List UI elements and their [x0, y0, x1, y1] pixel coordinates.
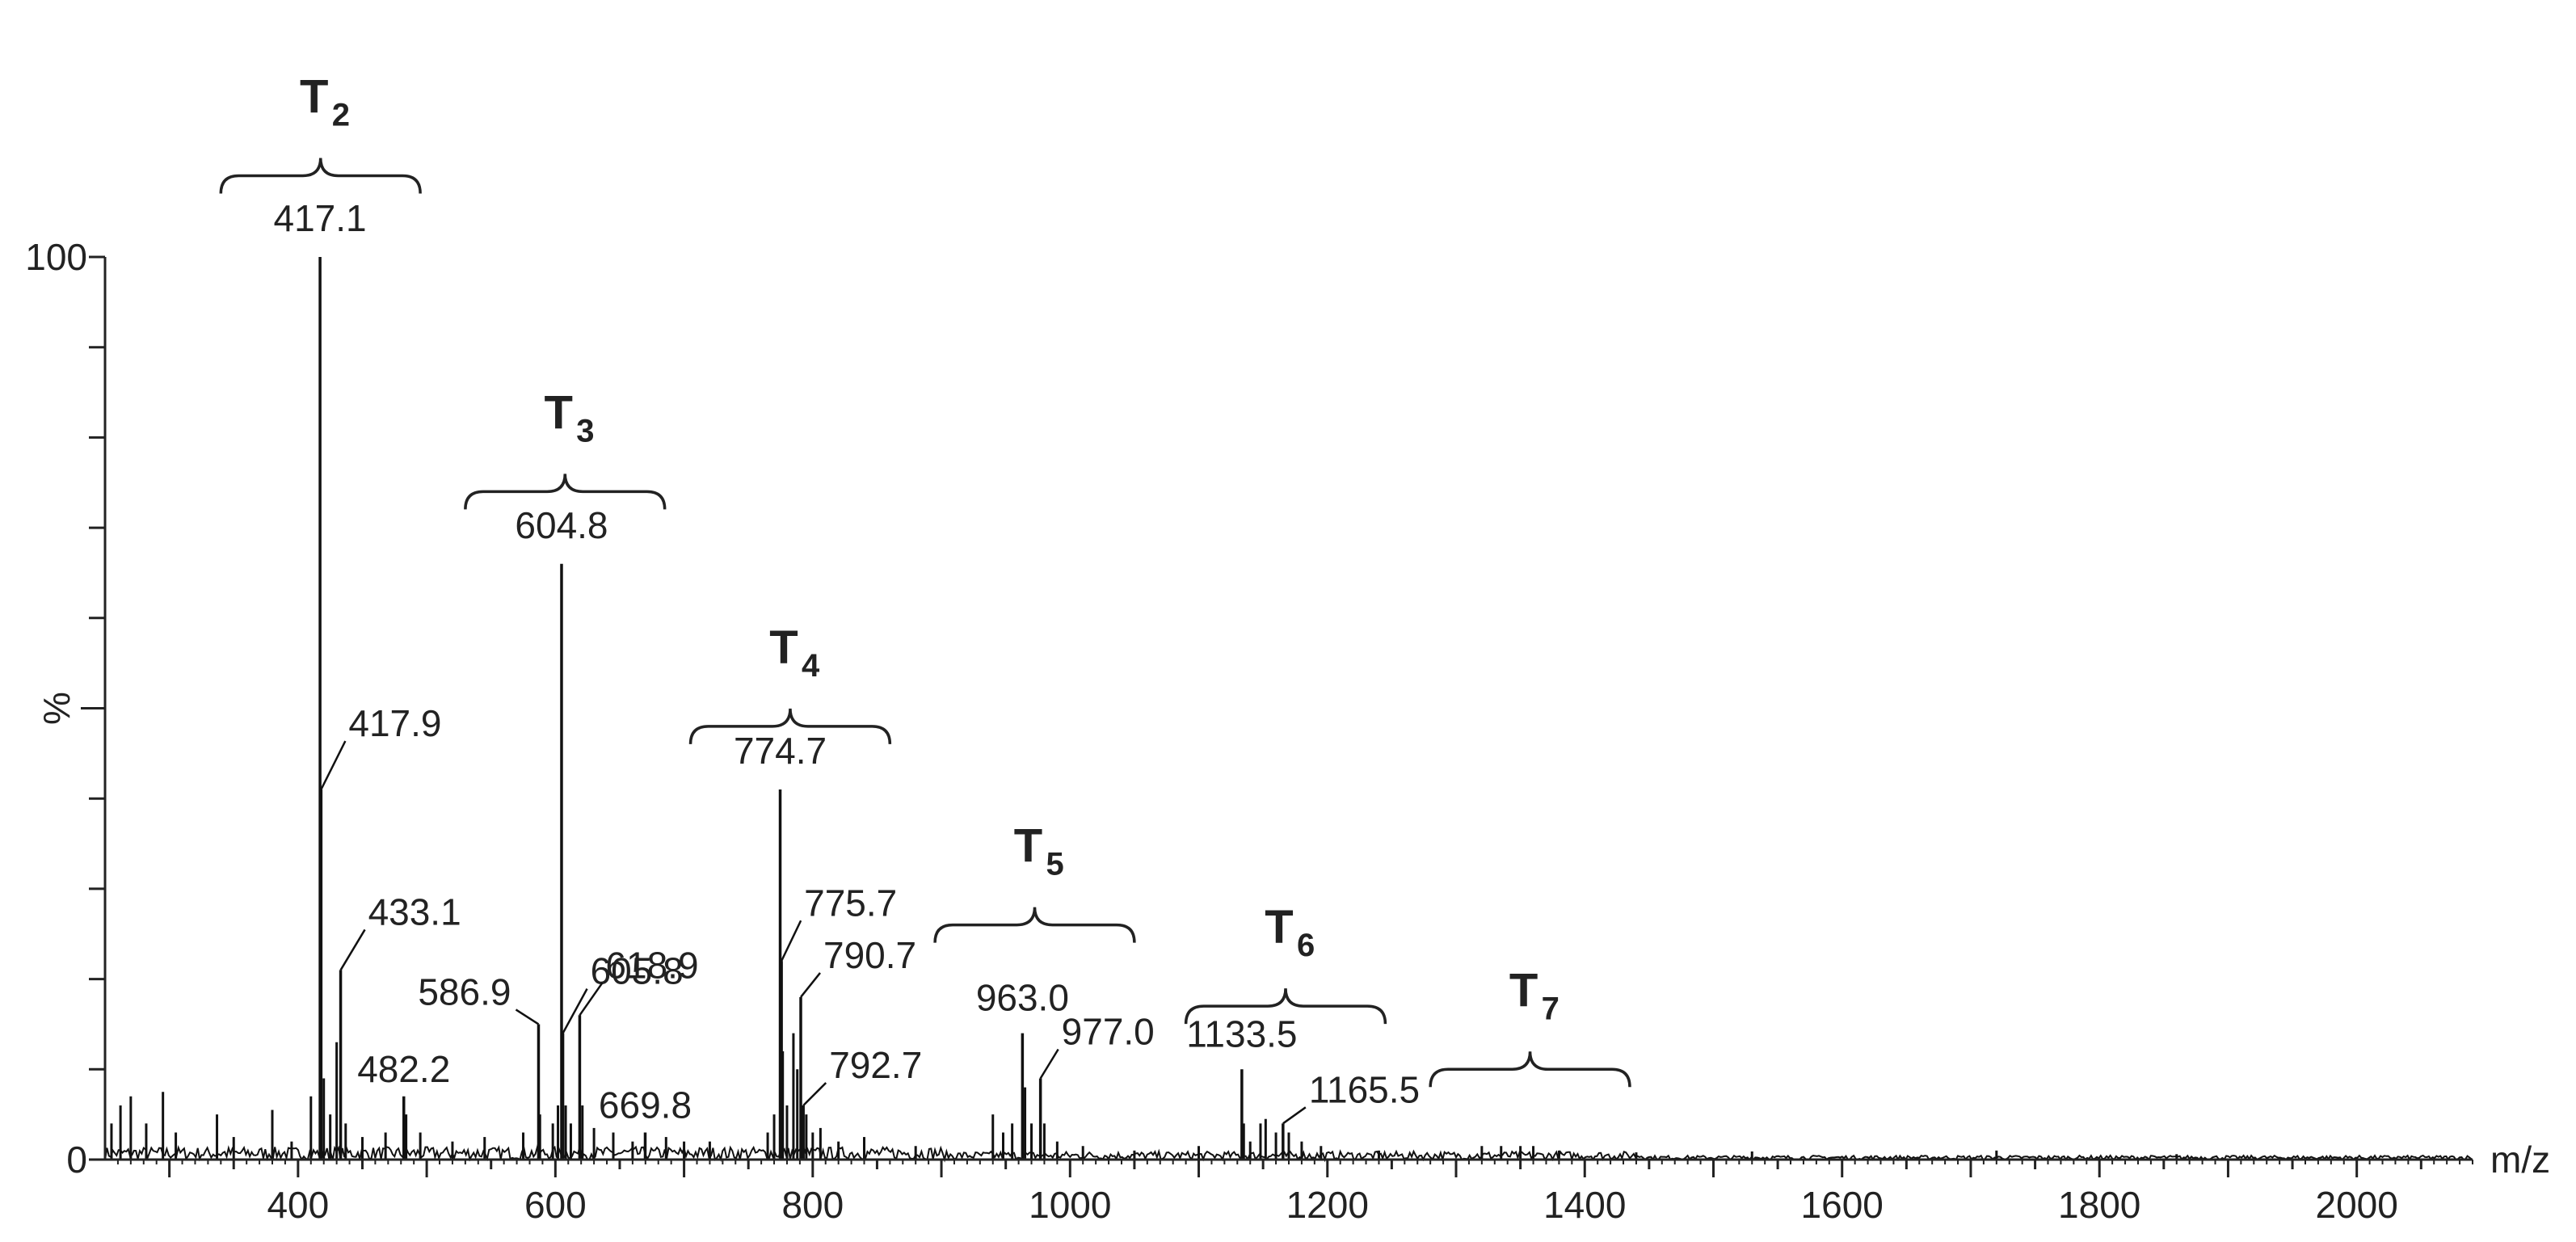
- group-bracket-T5: [933, 907, 1136, 943]
- peak-leader-line: [339, 928, 366, 971]
- x-tick-label: 1200: [1286, 1184, 1369, 1226]
- peak-labels: 417.1 417.9 433.1 482.2 586.9 604.8 605.8618.9…: [274, 197, 1421, 1126]
- group-bracket-T2: [219, 158, 422, 194]
- group-bracket-T3: [464, 474, 667, 510]
- axes: 400 600 800 1000 1200 1400 1600 1800 2000 0 100 m…: [25, 236, 2550, 1226]
- peak-leader-line: [802, 1082, 827, 1106]
- group-label-T3: T: [545, 386, 573, 439]
- peak-leader-line: [780, 920, 802, 962]
- group-label-sub-4: 4: [802, 648, 820, 684]
- baseline-noise: [104, 1143, 2473, 1163]
- peak-leader-line: [1039, 1048, 1059, 1080]
- peak-label-775.7: 775.7: [804, 882, 897, 924]
- peak-label-792.7: 792.7: [829, 1044, 922, 1086]
- peak-label-774.7: 774.7: [734, 730, 827, 772]
- group-label-sub-7: 7: [1542, 991, 1559, 1026]
- peak-label-417.1: 417.1: [274, 197, 367, 239]
- group-bracket-T4: [688, 708, 892, 744]
- group-label-T4: T: [769, 621, 798, 674]
- peak-label-963.0: 963.0: [976, 977, 1069, 1019]
- group-label-sub-5: 5: [1046, 847, 1064, 882]
- peak-leader-line: [515, 1008, 540, 1025]
- x-axis-ticks: 400 600 800 1000 1200 1400 1600 1800 2000: [116, 1160, 2473, 1226]
- x-tick-label: 800: [781, 1184, 844, 1226]
- x-tick-label: 400: [267, 1184, 329, 1226]
- y-axis-label: %: [36, 692, 78, 725]
- group-label-sub-3: 3: [576, 413, 594, 448]
- peak-label-482.2: 482.2: [357, 1048, 450, 1090]
- group-label-sub-6: 6: [1297, 928, 1315, 963]
- x-tick-label: 1600: [1801, 1184, 1884, 1226]
- x-tick-label: 1800: [2058, 1184, 2140, 1226]
- x-axis-label: m/z: [2490, 1139, 2550, 1181]
- peak-leader-line: [579, 982, 604, 1016]
- y-tick-label: 100: [25, 236, 87, 278]
- spectrum-trace: [104, 257, 2473, 1163]
- group-label-sub-2: 2: [332, 97, 350, 133]
- peak-label-1133.5: 1133.5: [1186, 1013, 1297, 1055]
- peak-label-977.0: 977.0: [1062, 1010, 1155, 1052]
- peak-leader-line: [1282, 1106, 1307, 1125]
- x-tick-label: 2000: [2316, 1184, 2398, 1226]
- peak-label-417.9: 417.9: [348, 702, 441, 744]
- peak-label-790.7: 790.7: [823, 934, 916, 976]
- group-bracket-T6: [1184, 988, 1387, 1025]
- peak-label-604.8: 604.8: [515, 504, 608, 546]
- peak-label-1165.5: 1165.5: [1309, 1068, 1420, 1110]
- peak-label-586.9: 586.9: [418, 970, 511, 1013]
- ion-group-brackets: T 2T 3T 4T 5T 6T 7: [219, 70, 1631, 1088]
- x-tick-label: 600: [524, 1184, 587, 1226]
- peak-label-433.1: 433.1: [368, 890, 461, 933]
- x-tick-label: 1400: [1543, 1184, 1626, 1226]
- peak-label-618.9: 618.9: [605, 944, 698, 986]
- x-tick-label: 1000: [1029, 1184, 1111, 1226]
- group-label-T6: T: [1265, 901, 1293, 954]
- group-label-T2: T: [300, 70, 328, 123]
- y-tick-label: 0: [66, 1139, 87, 1181]
- group-label-T7: T: [1509, 964, 1538, 1017]
- peak-label-605.8: 605.8: [591, 950, 684, 992]
- peak-leader-line: [320, 740, 347, 790]
- peak-leader-line: [800, 972, 821, 998]
- peak-label-669.8: 669.8: [599, 1084, 692, 1126]
- y-axis-ticks: 0 100: [25, 236, 105, 1181]
- group-bracket-T7: [1429, 1051, 1631, 1088]
- group-label-T5: T: [1014, 820, 1042, 873]
- peak-leader-line: [562, 988, 588, 1034]
